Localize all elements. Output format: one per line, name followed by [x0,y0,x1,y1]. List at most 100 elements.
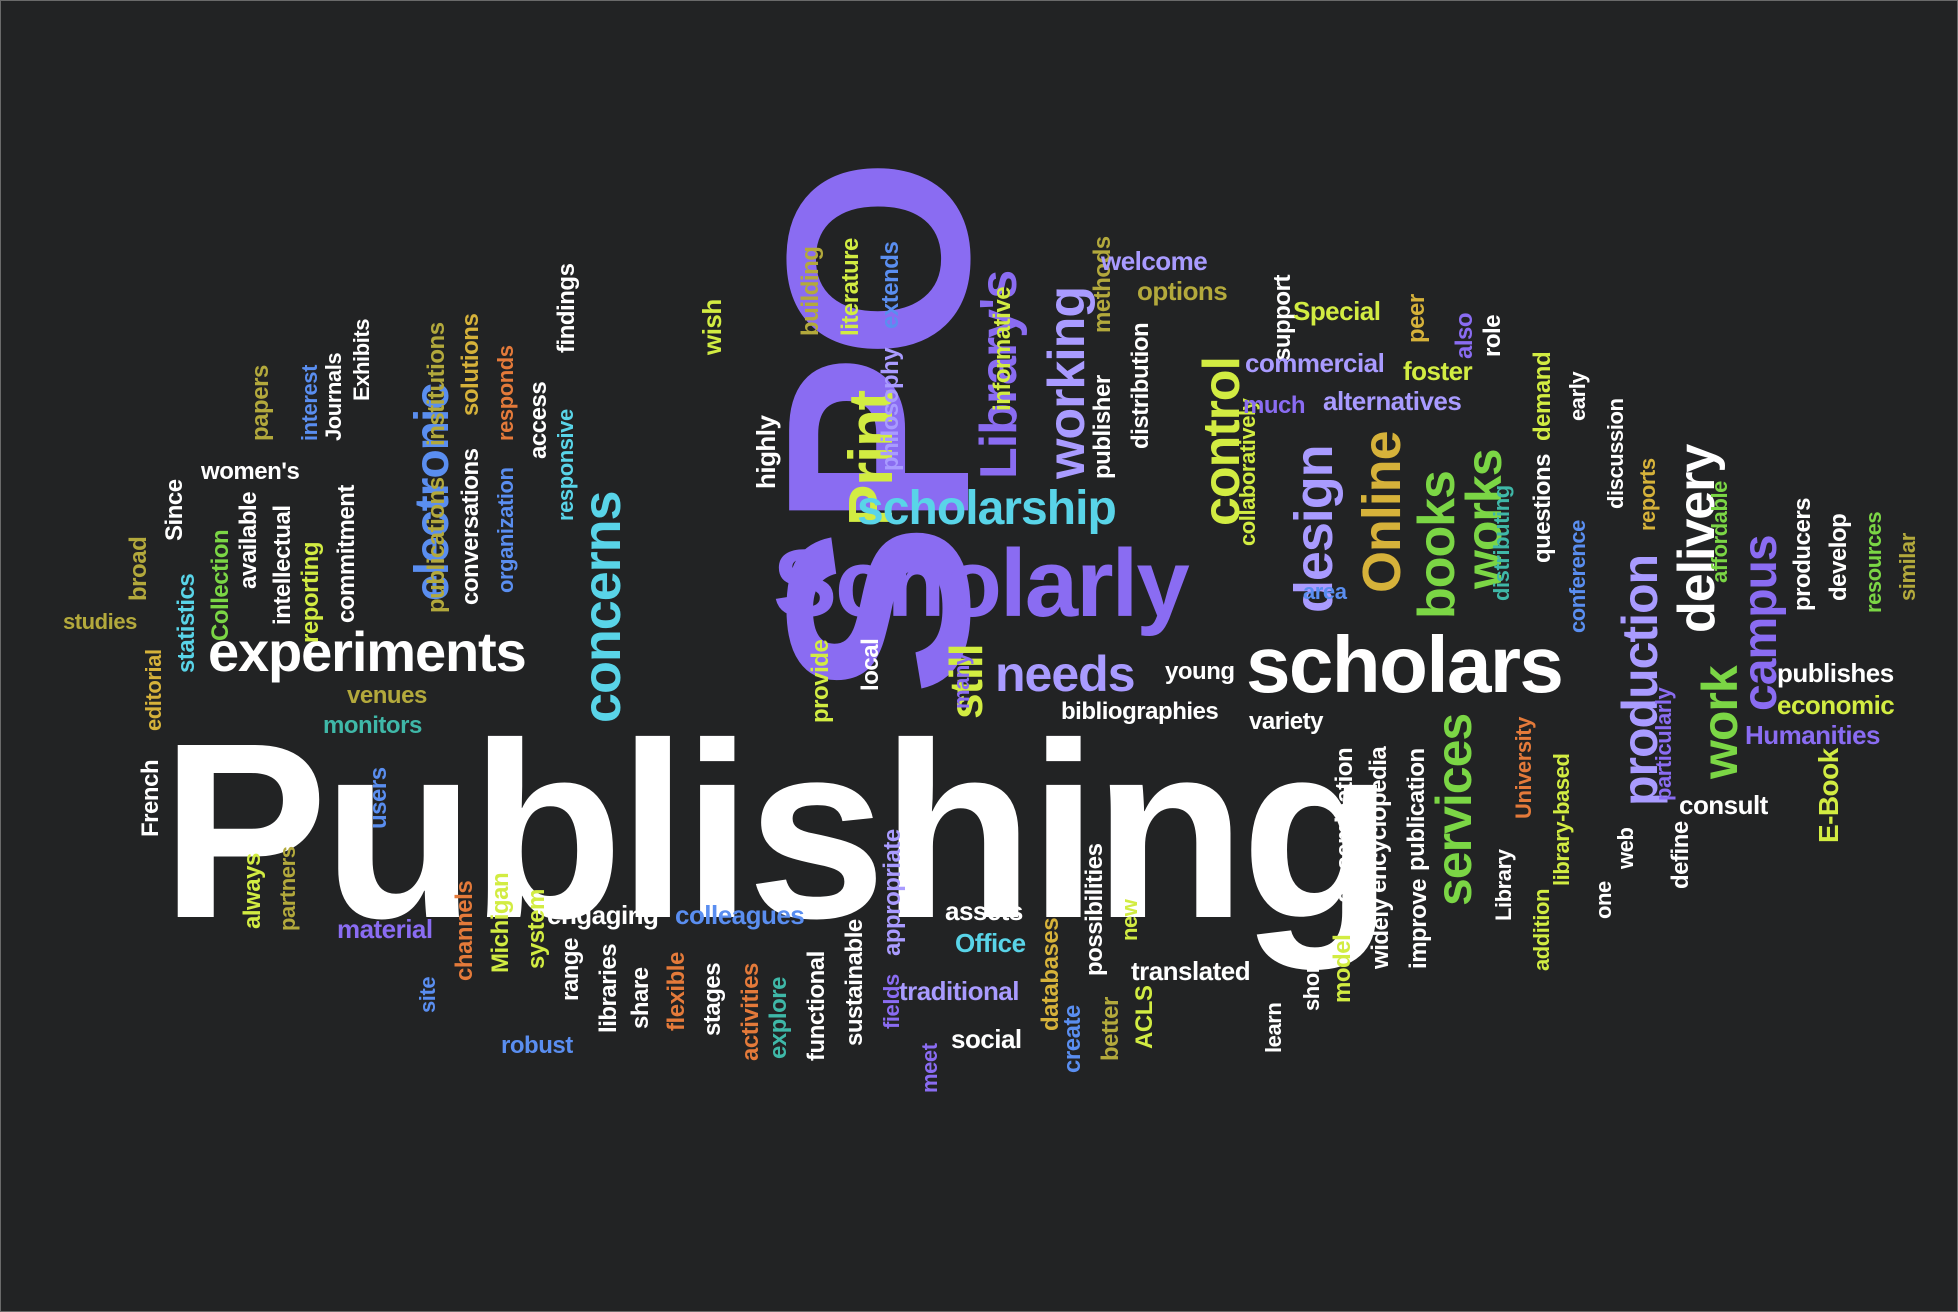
cloud-word: Michigan [487,872,514,973]
cloud-word: scholarship [857,481,1117,535]
cloud-word: appropriate [879,829,906,956]
cloud-word: system [523,889,550,969]
cloud-word: Library [1491,849,1516,921]
cloud-word: better [1097,997,1124,1061]
cloud-word: local [857,638,884,691]
cloud-word: intellectual [269,505,296,625]
cloud-word: flexible [663,952,690,1031]
cloud-word: distributing [1489,485,1514,601]
cloud-word: Scholarly [773,530,1190,638]
cloud-word: library-based [1549,753,1574,886]
cloud-word: short [1299,958,1324,1011]
cloud-word: particularly [1651,687,1676,801]
cloud-word: papers [247,365,274,441]
cloud-word: stages [699,962,726,1036]
cloud-word: services [1426,713,1482,906]
cloud-word: concerns [572,491,632,723]
cloud-word: widely [1367,898,1394,969]
cloud-word: University [1511,717,1536,819]
cloud-word: economic [1777,690,1895,721]
cloud-word: variety [1249,707,1324,735]
cloud-word: site [415,976,440,1013]
cloud-word: publications [423,477,450,613]
cloud-word: conversations [457,448,484,606]
cloud-word: colleagues [675,900,805,931]
cloud-word: editorial [141,649,166,731]
cloud-word: commitment [333,485,360,623]
cloud-word: learn [1261,1002,1286,1053]
cloud-word: activities [737,963,764,1061]
cloud-word: many [949,653,974,709]
cloud-word: distribution [1127,322,1154,449]
cloud-word: explore [765,976,792,1059]
cloud-word: one [1591,881,1616,919]
cloud-word: informative [989,286,1016,411]
cloud-word: new [1117,899,1142,941]
cloud-word: Office [955,928,1026,959]
cloud-word: Exhibits [349,318,374,401]
cloud-word: alternatives [1323,386,1462,417]
cloud-word: available [235,491,262,589]
cloud-word: channels [451,880,478,981]
cloud-word: functional [803,951,830,1061]
cloud-word: responds [493,345,518,441]
cloud-word: French [137,759,164,837]
cloud-word: fields [879,974,904,1029]
cloud-word: foster [1403,356,1473,387]
cloud-word: range [557,938,584,1001]
cloud-word: libraries [595,943,622,1033]
cloud-word: producers [1789,497,1816,611]
cloud-word: commercial [1245,348,1385,379]
cloud-word: findings [553,263,580,353]
cloud-word: highly [751,415,781,489]
cloud-word: users [365,767,392,829]
cloud-word: share [627,967,654,1029]
cloud-word: also [1451,312,1478,359]
cloud-word: peer [1403,294,1430,343]
cloud-word: needs [995,646,1136,702]
cloud-word: publishes [1777,658,1894,689]
cloud-word: model [1329,934,1356,1003]
cloud-word: web [1613,827,1638,869]
cloud-word: material [337,914,433,945]
cloud-word: Online [1352,431,1412,593]
cloud-word: improve [1405,878,1432,969]
cloud-word: consult [1679,790,1768,821]
cloud-word: institutions [423,322,450,446]
cloud-word: demand [1529,351,1556,441]
cloud-word: traditional [899,976,1019,1007]
cloud-word: Special [1293,296,1381,327]
cloud-word: scholars [1246,620,1564,709]
cloud-word: discussion [1603,398,1628,509]
cloud-word: meet [917,1043,942,1093]
cloud-word: similar [1895,533,1920,601]
cloud-word: dissemination [1331,747,1358,903]
cloud-word: publication [1403,748,1430,871]
cloud-word: women's [201,457,300,485]
cloud-word: much [1243,391,1306,419]
cloud-word: reports [1635,458,1660,531]
cloud-word: organization [493,467,518,594]
cloud-word: create [1059,1005,1086,1073]
cloud-word: publisher [1089,375,1116,479]
cloud-word: venues [347,681,427,709]
cloud-word: define [1667,821,1694,889]
cloud-word: databases [1037,917,1064,1031]
cloud-word: provide [807,639,834,723]
cloud-word: area [1303,579,1347,605]
cloud-word: robust [501,1031,573,1059]
cloud-word: role [1479,314,1506,357]
cloud-word: possibilities [1081,843,1108,976]
cloud-word: welcome [1101,246,1208,277]
cloud-word: studies [63,609,137,635]
cloud-word: building [797,246,824,336]
cloud-word: Journals [321,352,346,441]
cloud-word: develop [1825,513,1852,601]
cloud-word: partners [275,846,300,931]
cloud-word: Humanities [1745,720,1880,751]
cloud-word: extends [877,241,904,329]
cloud-word: Publishing [161,691,1394,970]
cloud-word: conference [1565,520,1590,633]
